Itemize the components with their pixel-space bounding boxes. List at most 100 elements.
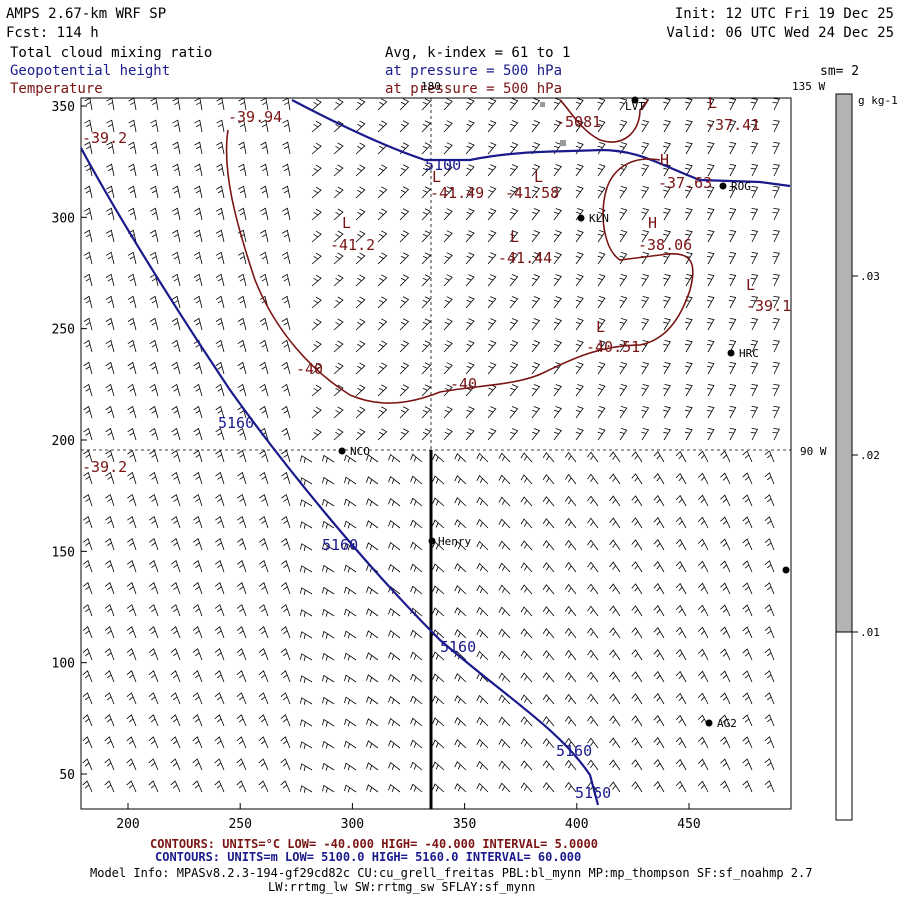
wind-barb — [465, 120, 475, 133]
height-label: 5160 — [556, 742, 592, 760]
wind-barb — [280, 648, 291, 661]
wind-barb — [587, 495, 599, 507]
wind-barb — [553, 120, 562, 133]
wind-barb — [772, 251, 780, 265]
wind-barb — [432, 739, 445, 749]
wind-barb — [697, 648, 709, 661]
wind-barb — [281, 471, 291, 485]
wind-barb — [105, 229, 115, 243]
wind-barb — [321, 564, 335, 573]
wind-barb — [128, 207, 137, 221]
wind-barb — [170, 714, 181, 727]
wind-barb — [83, 405, 93, 419]
wind-barb — [631, 759, 643, 771]
wind-barb — [720, 758, 731, 771]
wind-barb — [764, 450, 775, 463]
wind-barb — [697, 494, 709, 507]
wind-barb — [487, 164, 497, 177]
wind-barb — [259, 273, 269, 287]
wind-barb — [321, 476, 335, 485]
wind-barb — [238, 185, 247, 199]
wind-barb — [750, 295, 759, 309]
wind-barb — [609, 451, 621, 463]
wind-barb — [764, 736, 775, 749]
wind-barb — [509, 186, 519, 199]
wind-barb — [127, 361, 137, 375]
wind-barb — [149, 383, 159, 397]
wind-barb — [685, 361, 693, 375]
wind-barb — [238, 207, 247, 221]
wind-barb — [772, 97, 780, 111]
wind-barb — [653, 517, 665, 529]
wind-barb — [149, 229, 159, 243]
wind-barb — [172, 207, 181, 221]
temp-label: -5081 — [556, 113, 601, 131]
wind-barb — [311, 186, 322, 199]
wind-barb — [465, 362, 475, 375]
wind-barb — [764, 494, 775, 507]
wind-barb — [321, 630, 335, 639]
wind-barb — [509, 98, 519, 111]
wind-barb — [171, 339, 181, 353]
wind-barb — [104, 604, 115, 617]
wind-barb — [281, 538, 291, 551]
wind-barb — [388, 629, 401, 639]
wind-barb — [104, 626, 115, 639]
wind-barb — [126, 736, 137, 749]
wind-barb — [171, 295, 181, 309]
wind-barb — [631, 473, 643, 485]
wind-barb — [575, 230, 584, 243]
wind-barb — [553, 230, 562, 243]
wind-barb — [742, 604, 753, 617]
wind-barb — [215, 229, 225, 243]
wind-barb — [237, 295, 247, 309]
wind-barb — [631, 451, 643, 463]
wind-barb — [553, 318, 562, 331]
temp-label: -41.49 — [430, 184, 484, 202]
wind-barb — [697, 450, 709, 463]
wind-barb — [663, 383, 671, 397]
wind-barb — [564, 495, 577, 507]
wind-barb — [333, 384, 344, 397]
wind-barb — [587, 737, 599, 749]
stations: LVT ROG KLN HRC NCO Henry AG2 — [338, 96, 790, 730]
wind-barb — [281, 515, 291, 529]
wind-barb — [194, 185, 203, 199]
wind-barb — [432, 453, 445, 463]
wind-barb — [772, 383, 780, 397]
wind-barb — [366, 652, 379, 661]
y-axis: 350 300 250 200 150 100 50 — [52, 100, 87, 783]
wind-barb — [476, 452, 489, 463]
wind-barb — [720, 648, 731, 661]
wind-barb — [432, 585, 445, 595]
wind-barb — [311, 318, 322, 331]
wind-barb — [498, 738, 511, 749]
wind-barb — [498, 518, 511, 529]
wind-barb — [597, 406, 606, 419]
wind-barb — [333, 120, 344, 133]
wind-barb — [126, 692, 137, 705]
wind-barb — [685, 119, 693, 133]
wind-barb — [772, 361, 780, 375]
wind-barb — [127, 251, 137, 265]
wind-barb — [465, 428, 475, 441]
wind-barb — [105, 471, 115, 485]
wind-barb — [236, 604, 247, 617]
wind-barb — [344, 784, 357, 793]
height-contour-5160 — [80, 147, 600, 806]
wind-barb — [410, 519, 423, 529]
wind-barb — [663, 207, 671, 221]
station-marker — [631, 96, 639, 104]
wind-barb — [653, 451, 665, 463]
wind-barb — [675, 582, 687, 595]
wind-barb — [750, 119, 759, 133]
height-label: 5160 — [575, 784, 611, 802]
wind-barb — [214, 604, 225, 617]
wind-barb — [750, 251, 759, 265]
wind-barb — [619, 318, 628, 331]
wind-barb — [575, 384, 584, 397]
wind-barb — [553, 252, 562, 265]
wind-barb — [311, 296, 322, 309]
wind-barb — [82, 692, 93, 705]
wind-barb — [443, 230, 453, 243]
